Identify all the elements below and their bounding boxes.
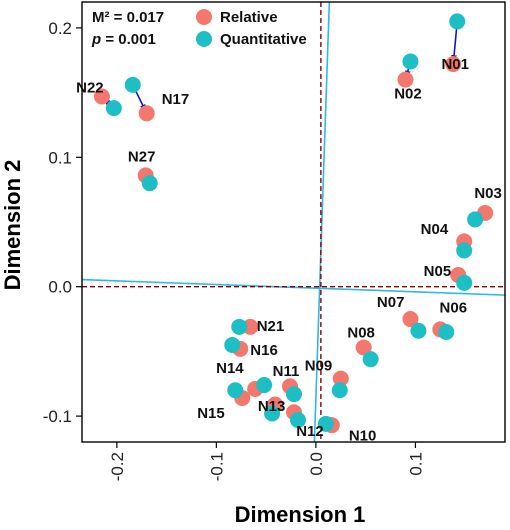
stat-p-symbol: p	[91, 31, 101, 48]
quantitative-point-n13	[264, 405, 281, 422]
y-tick-label-0: -0.1	[43, 407, 72, 426]
plot-area	[82, 2, 505, 442]
stat-p-value: = 0.001	[101, 31, 156, 48]
quantitative-point-n09	[331, 382, 348, 399]
relative-point-n21	[242, 318, 259, 335]
relative-point-n17	[138, 105, 155, 122]
quantitative-point-n07	[410, 322, 427, 339]
relative-point-n22	[93, 88, 110, 105]
label-n14: N14	[216, 360, 244, 377]
label-n21: N21	[257, 318, 285, 335]
y-axis-title: Dimension 2	[0, 160, 25, 291]
label-n04: N04	[421, 221, 449, 238]
x-tick-label-0: -0.2	[108, 452, 127, 481]
label-n10: N10	[349, 428, 377, 445]
label-n22: N22	[76, 79, 104, 96]
quantitative-point-n22	[105, 100, 122, 117]
stat-m2: M² = 0.017	[92, 9, 164, 26]
point-labels: N01 N02 N22 N17 N27 N03 N04 N05 N07 N06 N08 N21 N16 N…	[76, 56, 502, 445]
y-tick-label-2: 0.1	[48, 148, 72, 167]
relative-point-n09	[332, 370, 349, 387]
axes: -0.2 -0.1 0.0 0.1 -0.1 0.0 0.1 0.2	[43, 1, 506, 481]
quantitative-point-n06	[438, 324, 455, 340]
x-axis-title: Dimension 1	[235, 502, 366, 527]
relative-point-n07	[402, 311, 419, 328]
x-tick-label-3: 0.1	[406, 452, 425, 476]
legend-label-relative: Relative	[220, 9, 278, 26]
label-n07: N07	[377, 294, 405, 311]
label-n13: N13	[258, 398, 286, 415]
legend-swatch-relative	[196, 9, 212, 25]
legend-label-quantitative: Quantitative	[220, 31, 307, 48]
label-n11: N11	[273, 363, 300, 380]
label-n15: N15	[197, 405, 225, 422]
relative-point-n01	[445, 56, 462, 73]
label-n17: N17	[162, 91, 190, 108]
label-n06: N06	[440, 300, 468, 317]
quantitative-point-n03	[467, 211, 484, 228]
plot-frame	[81, 1, 506, 443]
label-n08: N08	[347, 324, 375, 341]
quantitative-point-n08	[362, 351, 379, 368]
stat-p: p = 0.001	[91, 31, 156, 48]
relative-point-n08	[355, 339, 372, 356]
quantitative-point-n05	[456, 274, 473, 291]
quantitative-point-n14	[256, 377, 273, 394]
quantitative-point-n27	[141, 175, 158, 192]
quantitative-point-n16	[224, 336, 241, 353]
plot-background	[82, 2, 505, 442]
label-n16: N16	[250, 342, 278, 359]
quantitative-point-n12	[289, 412, 306, 428]
quantitative-point-n17	[124, 76, 141, 93]
x-tick-label-1: -0.1	[207, 452, 226, 481]
quantitative-point-n02	[402, 53, 419, 70]
label-n27: N27	[128, 148, 156, 165]
label-n12: N12	[296, 423, 324, 440]
quantitative-point-n11	[285, 386, 302, 403]
data-points	[93, 13, 494, 434]
quantitative-point-n01	[449, 13, 466, 30]
x-tick-label-2: 0.0	[307, 452, 326, 476]
quantitative-point-n10	[317, 415, 334, 432]
quantitative-point-n15	[227, 382, 244, 399]
quantitative-axis-vertical	[313, 2, 331, 442]
relative-point-n02	[397, 71, 414, 88]
legend: M² = 0.017 p = 0.001 Relative Quantitative	[91, 9, 307, 48]
label-n02: N02	[394, 86, 422, 103]
label-n03: N03	[474, 185, 502, 202]
label-n01: N01	[441, 56, 469, 73]
legend-swatch-quantitative	[196, 31, 212, 47]
y-tick-label-1: 0.0	[48, 278, 72, 297]
quantitative-point-n21	[231, 318, 248, 335]
label-n09: N09	[305, 357, 333, 374]
quantitative-point-n04	[456, 242, 473, 259]
y-tick-label-3: 0.2	[48, 19, 72, 38]
reference-lines	[82, 2, 505, 442]
label-n05: N05	[424, 263, 452, 280]
